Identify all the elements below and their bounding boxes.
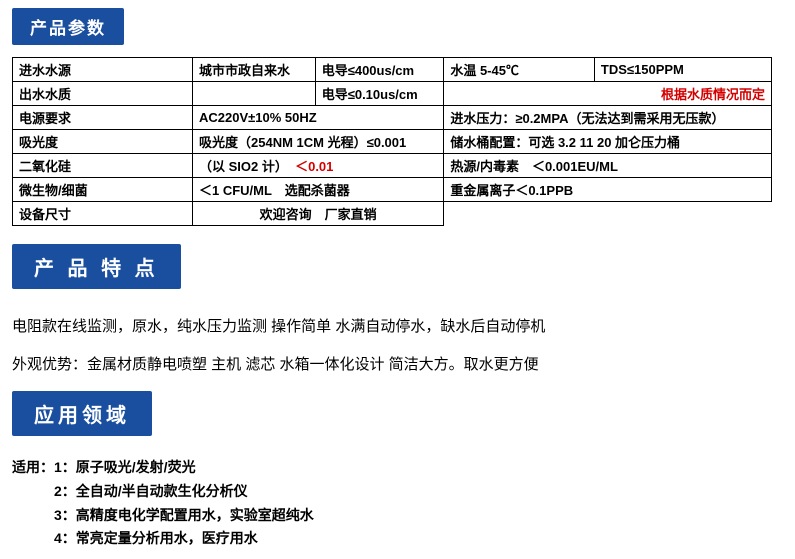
app-row: 2：全自动/半自动款生化分析仪	[12, 480, 783, 504]
app-intro: 适用：	[12, 459, 54, 475]
table-row: 设备尺寸 欢迎咨询 厂家直销	[13, 202, 772, 226]
app-row: 适用：1：原子吸光/发射/荧光	[12, 456, 783, 480]
table-row: 进水水源 城市市政自来水 电导≤400us/cm 水温 5-45℃ TDS≤15…	[13, 58, 772, 82]
cell: 储水桶配置：可选 3.2 11 20 加仑压力桶	[444, 130, 772, 154]
cell: ＜1 CFU/ML 选配杀菌器	[193, 178, 444, 202]
app-row: 4：常亮定量分析用水，医疗用水	[12, 527, 783, 551]
cell-label: 电源要求	[13, 106, 193, 130]
section-header-apps: 应用领域	[12, 391, 152, 436]
cell-text: （以 SIO2 计）	[199, 159, 288, 174]
features-block: 电阻款在线监测，原水，纯水压力监测 操作简单 水满自动停水，缺水后自动停机 外观…	[12, 315, 783, 377]
feature-line: 外观优势：金属材质静电喷塑 主机 滤芯 水箱一体化设计 简洁大方。取水更方便	[12, 353, 783, 377]
cell: 电导≤0.10us/cm	[315, 82, 444, 106]
cell-label: 微生物/细菌	[13, 178, 193, 202]
cell-label: 进水水源	[13, 58, 193, 82]
cell-label: 吸光度	[13, 130, 193, 154]
cell: TDS≤150PPM	[594, 58, 771, 82]
table-row: 二氧化硅 （以 SIO2 计） ＜0.01 热源/内毒素 ＜0.001EU/ML	[13, 154, 772, 178]
app-item: 1：原子吸光/发射/荧光	[54, 459, 196, 475]
cell: 热源/内毒素 ＜0.001EU/ML	[444, 154, 772, 178]
section-header-features: 产 品 特 点	[12, 244, 181, 289]
cell: 进水压力：≥0.2MPA（无法达到需采用无压款）	[444, 106, 772, 130]
spec-table: 进水水源 城市市政自来水 电导≤400us/cm 水温 5-45℃ TDS≤15…	[12, 57, 772, 226]
cell-label: 出水水质	[13, 82, 193, 106]
cell: 电导≤400us/cm	[315, 58, 444, 82]
table-row: 出水水质 电导≤0.10us/cm 根据水质情况而定	[13, 82, 772, 106]
cell: 水温 5-45℃	[444, 58, 595, 82]
cell: 吸光度（254NM 1CM 光程）≤0.001	[193, 130, 444, 154]
cell-highlight: 根据水质情况而定	[444, 82, 772, 106]
cell: 重金属离子＜0.1PPB	[444, 178, 772, 202]
cell-empty	[444, 202, 772, 226]
highlight-text: ＜0.01	[295, 159, 333, 174]
table-row: 吸光度 吸光度（254NM 1CM 光程）≤0.001 储水桶配置：可选 3.2…	[13, 130, 772, 154]
table-row: 微生物/细菌 ＜1 CFU/ML 选配杀菌器 重金属离子＜0.1PPB	[13, 178, 772, 202]
cell: （以 SIO2 计） ＜0.01	[193, 154, 444, 178]
cell: 欢迎咨询 厂家直销	[193, 202, 444, 226]
app-row: 3：高精度电化学配置用水，实验室超纯水	[12, 504, 783, 528]
cell	[193, 82, 316, 106]
highlight-text: 根据水质情况而定	[661, 87, 765, 102]
cell: 城市市政自来水	[193, 58, 316, 82]
cell-label: 设备尺寸	[13, 202, 193, 226]
cell-label: 二氧化硅	[13, 154, 193, 178]
feature-line: 电阻款在线监测，原水，纯水压力监测 操作简单 水满自动停水，缺水后自动停机	[12, 315, 783, 339]
cell: AC220V±10% 50HZ	[193, 106, 444, 130]
app-list: 适用：1：原子吸光/发射/荧光 2：全自动/半自动款生化分析仪 3：高精度电化学…	[12, 456, 783, 551]
table-row: 电源要求 AC220V±10% 50HZ 进水压力：≥0.2MPA（无法达到需采…	[13, 106, 772, 130]
section-header-params: 产品参数	[12, 8, 124, 45]
